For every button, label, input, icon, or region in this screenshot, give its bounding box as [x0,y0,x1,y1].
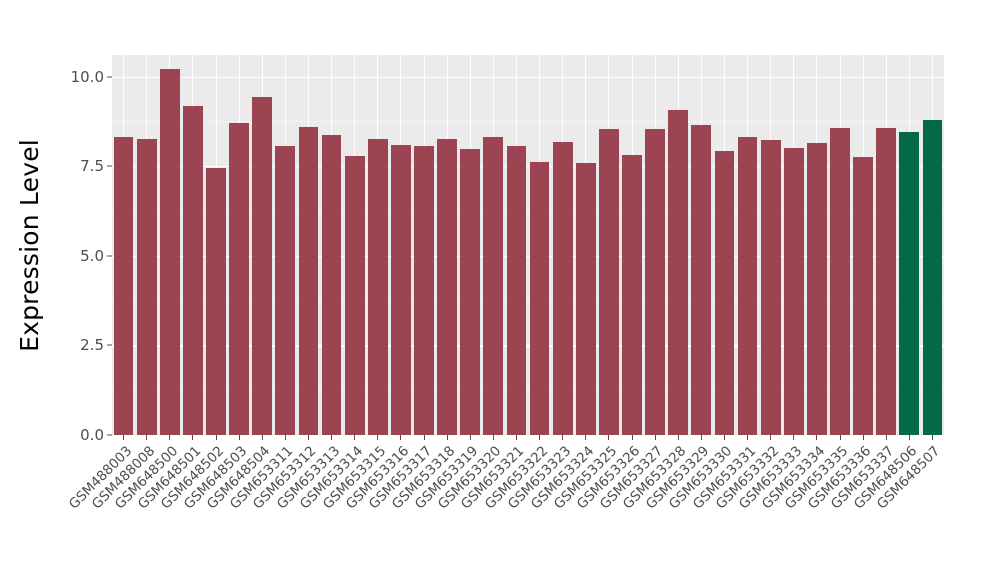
gridline-major-horizontal [112,76,944,78]
x-axis-tick-mark [862,435,864,440]
x-axis-tick-mark [469,435,471,440]
bar[interactable] [506,146,527,435]
gridline-major-horizontal [112,345,944,347]
x-axis-tick-mark [169,435,171,440]
bar[interactable] [229,123,250,435]
x-axis-tick-mark [215,435,217,440]
x-axis-tick-mark [446,435,448,440]
x-axis-tick-mark [723,435,725,440]
bar[interactable] [760,140,781,435]
x-axis-tick-mark [608,435,610,440]
bar[interactable] [159,68,180,435]
plot-panel [112,55,944,435]
y-axis-title-text: Expression Level [14,138,44,352]
bar[interactable] [182,105,203,435]
bar[interactable] [575,163,596,435]
x-axis-tick-mark [700,435,702,440]
x-axis-tick-mark [931,435,933,440]
x-axis-tick-mark [146,435,148,440]
x-axis-tick-mark [492,435,494,440]
x-axis-tick-mark [631,435,633,440]
bar[interactable] [691,124,712,435]
x-axis-tick-mark [423,435,425,440]
y-axis-tick-mark [107,76,112,77]
x-axis-tick-mark [885,435,887,440]
x-axis-tick-mark [816,435,818,440]
x-axis-tick-mark [585,435,587,440]
bar[interactable] [136,138,157,435]
x-axis-tick-mark [331,435,333,440]
bar[interactable] [806,142,827,435]
x-axis-labels: GSM488003 GSM488008 GSM648500 GSM648501 GSM6… [65,443,944,580]
bar[interactable] [321,134,342,435]
x-axis-tick-mark [238,435,240,440]
x-axis-ticks [112,435,944,441]
y-axis-tick-label: 2.5 [80,336,104,355]
x-axis-tick-mark [377,435,379,440]
y-axis-tick-label: 10.0 [70,67,104,86]
bar[interactable] [344,156,365,435]
x-axis-tick-mark [654,435,656,440]
x-axis-tick-mark [539,435,541,440]
bar[interactable] [645,128,666,435]
bar[interactable] [529,161,550,435]
x-axis-tick-mark [307,435,309,440]
bar[interactable] [298,127,319,435]
x-axis-tick-mark [123,435,125,440]
gridline-minor-horizontal [112,121,944,122]
y-axis: 0.0 2.5 5.0 7.5 10.0 [58,0,112,580]
x-axis-tick-mark [770,435,772,440]
gridline-major-horizontal [112,255,944,257]
x-axis-tick-mark [192,435,194,440]
bar[interactable] [714,150,735,435]
bar[interactable] [367,138,388,435]
x-axis-tick-mark [400,435,402,440]
x-axis-tick-mark [793,435,795,440]
y-axis-tick-label: 0.0 [80,426,104,444]
bar[interactable] [275,145,296,435]
y-axis-tick-mark [107,255,112,257]
gridline-minor-horizontal [112,210,944,212]
x-axis-tick-mark [515,435,517,440]
bar[interactable] [252,97,273,435]
bar[interactable] [206,167,226,435]
bar[interactable] [830,127,850,435]
y-axis-tick-label: 5.0 [80,246,104,265]
x-axis-tick-mark [261,435,263,440]
y-axis-tick-label: 7.5 [80,157,104,176]
bar[interactable] [899,132,920,435]
y-axis-tick-mark [107,434,112,436]
bar[interactable] [437,139,458,435]
y-axis-title: Expression Level [0,0,58,490]
gridline-major-horizontal [112,166,944,168]
bar[interactable] [598,128,619,435]
bar[interactable] [390,144,411,435]
bar[interactable] [483,136,504,435]
bar[interactable] [783,147,804,435]
y-axis-tick-mark [107,344,112,346]
bar[interactable] [876,127,897,435]
gridline-minor-horizontal [112,390,944,391]
bar[interactable] [922,119,943,435]
x-axis-tick-mark [839,435,841,440]
bar[interactable] [622,155,642,435]
y-axis-tick-mark [107,165,112,167]
x-axis-tick-mark [562,435,564,440]
x-axis-tick-mark [284,435,286,440]
x-axis-tick-mark [677,435,679,440]
bar[interactable] [552,142,573,435]
x-axis-tick-mark [908,435,910,440]
bar[interactable] [414,146,434,435]
bar[interactable] [668,109,689,435]
bar[interactable] [460,149,481,435]
bar[interactable] [737,137,758,435]
x-axis-tick-mark [354,435,356,440]
gridline-minor-horizontal [112,300,944,302]
x-axis-tick-mark [747,435,749,440]
bar[interactable] [853,157,874,435]
bar[interactable] [113,136,134,435]
